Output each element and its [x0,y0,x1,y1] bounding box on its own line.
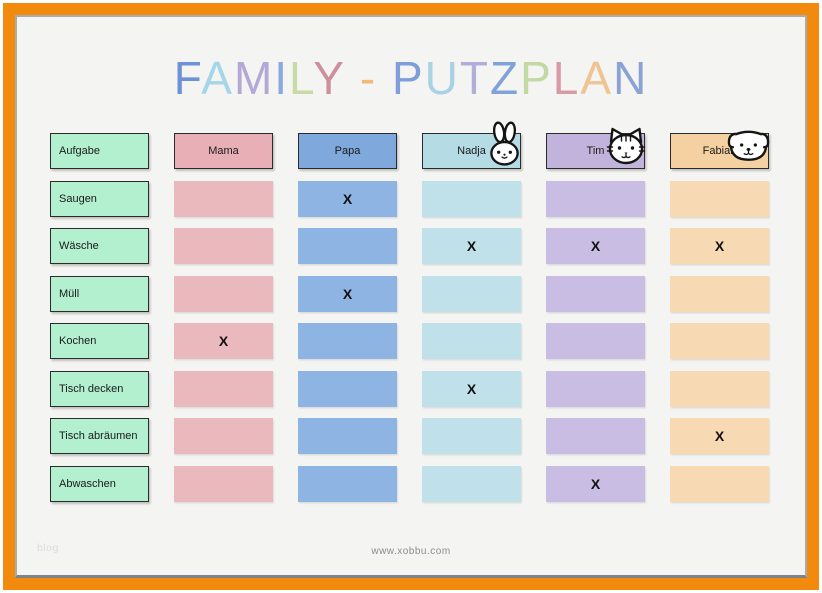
assignment-cell [174,465,273,502]
task-label-4: Kochen [50,323,149,359]
x-mark: X [218,333,229,349]
title-letter: A [580,52,614,104]
assignment-cell [670,323,769,359]
x-mark: X [342,285,353,302]
assignment-cell [422,323,521,359]
x-mark: X [466,238,477,254]
bunny-icon [487,121,522,167]
assignment-cell [670,370,769,407]
title-letter: L [289,52,314,104]
assignment-cell [546,418,645,454]
assignment-cell [174,275,273,312]
title-letter: U [424,52,460,104]
title-letter: I [274,52,290,104]
title-letter: P [520,52,553,104]
title-letter: F [173,52,202,104]
assignment-cell [174,228,273,264]
x-mark: X [590,238,601,254]
assignment-cell [422,465,521,502]
task-label-1: Saugen [50,180,149,217]
column-header-tim: Tim [546,127,646,169]
column-header-label: Nadja [457,145,486,157]
assignment-cell [546,275,645,312]
assignment-cell [298,228,397,264]
column-header-label: Papa [334,145,361,157]
assignment-cell: X [298,275,397,312]
blog-watermark: blog [37,542,59,554]
x-mark: X [590,475,601,492]
title-letter: - [359,52,378,104]
column-header-mama: Mama [174,133,273,169]
putzplan-page: FAMILY - PUTZPLAN Aufgabe Mama Papa Nadja Ti… [15,15,807,578]
task-label-2: Wäsche [50,228,149,264]
title-letter: L [552,52,581,104]
x-mark: X [714,238,725,254]
column-header-label: Mama [208,145,239,157]
title-letter [377,52,392,104]
assignment-cell [422,275,521,312]
assignment-cell [174,370,273,407]
assignment-cell: X [422,370,521,407]
title-letter: Z [490,52,521,104]
title-letter: A [201,52,234,104]
column-header-label: Tim [586,145,605,157]
title-letter [345,52,360,104]
title-letter: M [233,52,275,104]
assignment-cell [298,465,397,502]
column-header-papa: Papa [298,133,397,169]
assignment-cell [298,370,397,407]
x-mark: X [342,190,353,207]
column-header-fabian: Fabian [670,130,770,169]
title-letter: Y [313,52,346,104]
orange-frame: FAMILY - PUTZPLAN Aufgabe Mama Papa Nadja Ti… [3,3,819,590]
assignment-cell: X [670,418,769,454]
task-label-6: Tisch abräumen [50,418,149,454]
title-letter: N [613,52,649,104]
assignment-cell [670,465,769,502]
putzplan-table: Aufgabe Mama Papa Nadja Tim Fabian Saugen X Wäsc… [50,121,770,502]
column-header-aufgabe: Aufgabe [50,133,149,169]
task-label-5: Tisch decken [50,370,149,407]
assignment-cell: X [546,228,645,264]
dog-icon [726,128,771,164]
assignment-cell [174,180,273,217]
column-header-nadja: Nadja [422,121,521,169]
assignment-cell: X [546,465,645,502]
assignment-cell [298,418,397,454]
assignment-cell [422,418,521,454]
x-mark: X [466,380,477,397]
title-letter: T [459,52,490,104]
column-header-label: Fabian [702,145,737,157]
x-mark: X [714,428,725,444]
assignment-cell [174,418,273,454]
assignment-cell [546,323,645,359]
assignment-cell [670,275,769,312]
cat-icon [604,126,648,166]
assignment-cell: X [298,180,397,217]
assignment-cell: X [174,323,273,359]
assignment-cell: X [422,228,521,264]
assignment-cell [546,370,645,407]
task-label-7: Abwaschen [50,465,149,502]
task-label-3: Müll [50,275,149,312]
assignment-cell [298,323,397,359]
title-letter: P [391,52,425,104]
assignment-cell: X [670,228,769,264]
page-title: FAMILY - PUTZPLAN [17,53,805,104]
assignment-cell [670,180,769,217]
site-url: www.xobbu.com [371,546,451,557]
assignment-cell [422,180,521,217]
assignment-cell [546,180,645,217]
